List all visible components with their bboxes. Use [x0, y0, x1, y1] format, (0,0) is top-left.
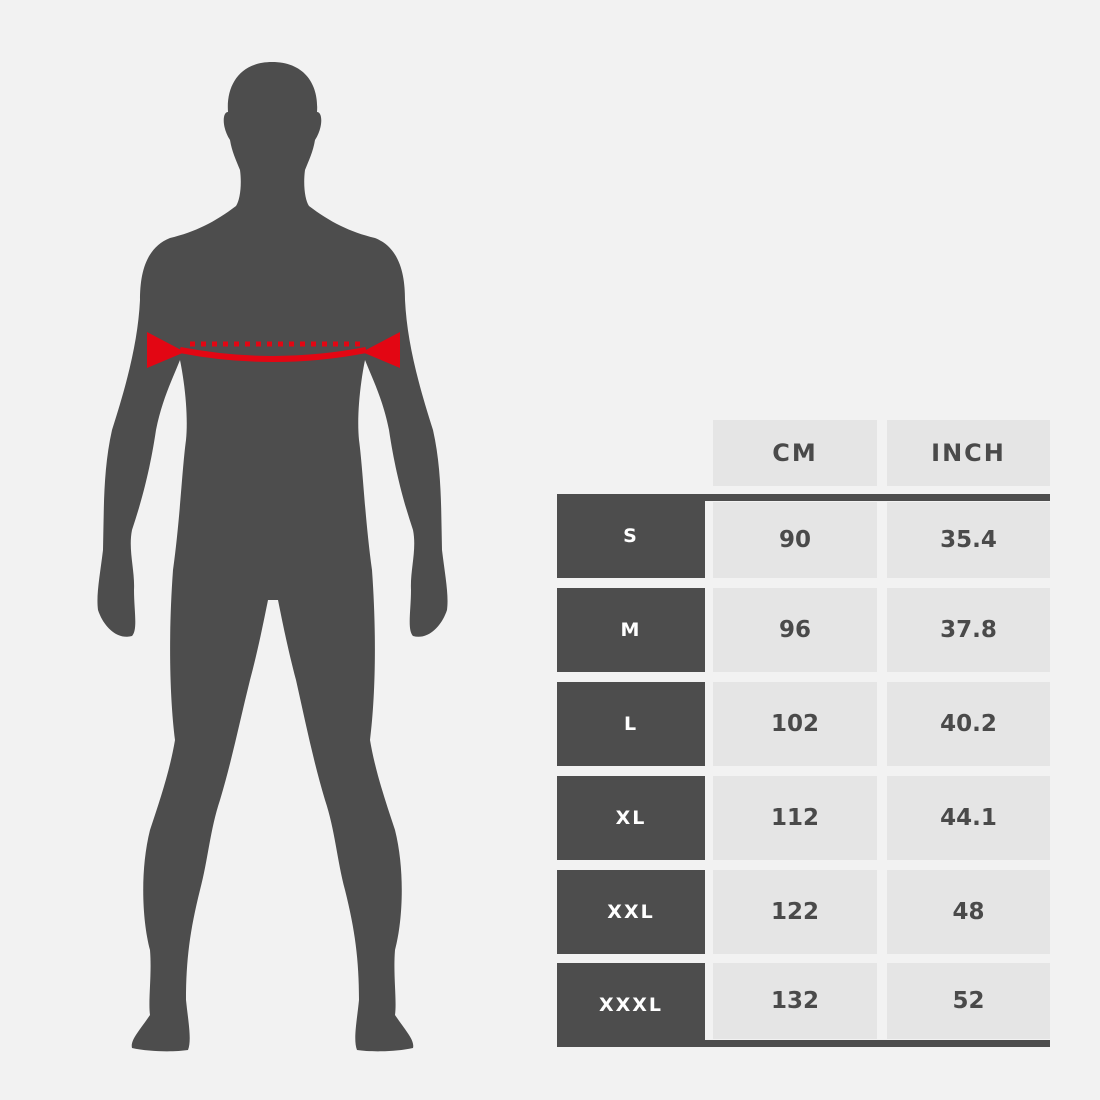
size-label: L: [557, 682, 705, 766]
human-silhouette-icon: [97, 62, 448, 1052]
cm-value: 102: [713, 682, 877, 766]
inch-value: 35.4: [887, 502, 1050, 578]
size-label: XXL: [557, 870, 705, 954]
cm-value: 96: [713, 588, 877, 672]
chest-measurement-marker-icon: [147, 332, 400, 368]
size-label: S: [557, 494, 705, 578]
size-label: M: [557, 588, 705, 672]
header-cm: CM: [713, 420, 877, 486]
inch-value: 48: [887, 870, 1050, 954]
inch-value: 40.2: [887, 682, 1050, 766]
table-top-divider: [557, 494, 1050, 501]
header-inch: INCH: [887, 420, 1050, 486]
cm-value: 132: [713, 963, 877, 1039]
inch-value: 44.1: [887, 776, 1050, 860]
size-label: XXXL: [557, 963, 705, 1047]
size-label: XL: [557, 776, 705, 860]
table-bottom-divider: [557, 1040, 1050, 1047]
cm-value: 122: [713, 870, 877, 954]
inch-value: 37.8: [887, 588, 1050, 672]
inch-value: 52: [887, 963, 1050, 1039]
cm-value: 90: [713, 502, 877, 578]
cm-value: 112: [713, 776, 877, 860]
